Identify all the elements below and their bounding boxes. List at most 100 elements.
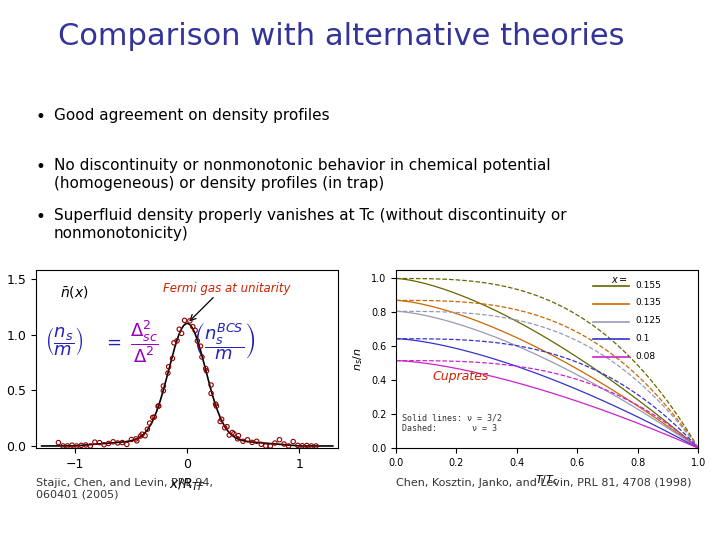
Point xyxy=(184,316,196,325)
Point xyxy=(200,364,212,373)
Point xyxy=(187,322,199,331)
Point xyxy=(131,436,143,445)
Point xyxy=(297,441,308,450)
Text: 0.125: 0.125 xyxy=(635,316,661,325)
Text: Good agreement on density profiles: Good agreement on density profiles xyxy=(54,108,330,123)
Text: Superfluid density properly vanishes at Tc (without discontinuity or
nonmonotoni: Superfluid density properly vanishes at … xyxy=(54,208,567,241)
Point xyxy=(292,441,304,450)
Text: No discontinuity or nonmonotonic behavior in chemical potential
(homogeneous) or: No discontinuity or nonmonotonic behavio… xyxy=(54,158,551,191)
Point xyxy=(158,382,169,390)
Point xyxy=(210,400,221,408)
Text: Fermi gas at unitarity: Fermi gas at unitarity xyxy=(163,282,290,295)
Point xyxy=(163,362,174,371)
Point xyxy=(66,441,78,449)
Text: $\bar{n}(x)$: $\bar{n}(x)$ xyxy=(60,284,89,300)
Point xyxy=(228,429,240,438)
Text: $\dfrac{\Delta^2_{sc}}{\Delta^2}$: $\dfrac{\Delta^2_{sc}}{\Delta^2}$ xyxy=(130,318,158,365)
Point xyxy=(76,441,87,450)
Point xyxy=(144,418,156,427)
Point xyxy=(256,440,267,449)
X-axis label: $x/R_{TF}$: $x/R_{TF}$ xyxy=(169,476,205,493)
Point xyxy=(176,329,187,338)
Point xyxy=(194,342,206,350)
Text: Chen, Kosztin, Janko, and Levin, PRL 81, 4708 (1998): Chen, Kosztin, Janko, and Levin, PRL 81,… xyxy=(396,478,691,488)
Point xyxy=(167,354,179,363)
Point xyxy=(152,402,163,410)
Point xyxy=(310,442,322,450)
Text: Stajic, Chen, and Levin, PRL 94,
060401 (2005): Stajic, Chen, and Levin, PRL 94, 060401 … xyxy=(36,478,213,500)
Point xyxy=(94,438,105,447)
Text: $=$: $=$ xyxy=(102,332,121,350)
Text: $\left(\dfrac{n_s}{m}\right)$: $\left(\dfrac{n_s}{m}\right)$ xyxy=(45,325,84,358)
Text: $x =$: $x =$ xyxy=(611,275,628,285)
Point xyxy=(98,441,109,449)
Point xyxy=(301,441,312,450)
Point xyxy=(179,316,190,325)
Point xyxy=(121,440,132,449)
Point xyxy=(192,336,203,345)
Point xyxy=(112,438,123,447)
Point xyxy=(126,435,138,444)
Point xyxy=(221,422,233,431)
Text: 0.155: 0.155 xyxy=(635,281,661,289)
Text: Solid lines: ν = 3/2
Dashed:       ν = 3: Solid lines: ν = 3/2 Dashed: ν = 3 xyxy=(402,414,502,433)
Text: 0.135: 0.135 xyxy=(635,299,661,307)
Point xyxy=(130,435,142,443)
X-axis label: $T/T_c$: $T/T_c$ xyxy=(536,474,559,487)
Point xyxy=(227,428,238,437)
Point xyxy=(140,431,151,440)
Point xyxy=(117,438,128,447)
Point xyxy=(246,438,258,447)
Point xyxy=(283,442,294,450)
Point xyxy=(107,437,119,446)
Point xyxy=(211,402,222,410)
Point xyxy=(103,439,114,448)
Point xyxy=(205,389,217,398)
Point xyxy=(147,413,158,422)
Point xyxy=(162,369,174,377)
Point xyxy=(168,339,180,347)
Point xyxy=(269,438,281,447)
Point xyxy=(62,442,73,450)
Point xyxy=(84,442,96,450)
Text: •: • xyxy=(36,208,46,226)
Point xyxy=(80,441,91,449)
Point xyxy=(71,442,82,450)
Y-axis label: $n_s/n$: $n_s/n$ xyxy=(351,347,365,371)
Text: $\left(\dfrac{n_s^{BCS}}{m}\right)$: $\left(\dfrac{n_s^{BCS}}{m}\right)$ xyxy=(193,321,256,362)
Point xyxy=(260,442,271,450)
Text: Cuprates: Cuprates xyxy=(432,370,489,383)
Point xyxy=(89,438,101,447)
Text: •: • xyxy=(36,158,46,176)
Point xyxy=(287,437,299,446)
Point xyxy=(153,402,165,410)
Point xyxy=(158,387,169,395)
Point xyxy=(274,435,285,444)
Point xyxy=(136,430,148,438)
Point xyxy=(135,432,146,441)
Point xyxy=(233,431,244,440)
Point xyxy=(174,325,185,334)
Point xyxy=(237,437,248,445)
Point xyxy=(219,423,230,432)
Point xyxy=(279,440,290,448)
Point xyxy=(232,435,243,443)
Point xyxy=(148,413,160,421)
Point xyxy=(142,425,153,434)
Point xyxy=(205,381,217,389)
Point xyxy=(251,437,263,445)
Text: 0.08: 0.08 xyxy=(635,352,655,361)
Text: Comparison with alternative theories: Comparison with alternative theories xyxy=(58,22,624,51)
Point xyxy=(189,326,201,335)
Point xyxy=(201,367,212,375)
Point xyxy=(57,442,68,450)
Point xyxy=(242,435,253,444)
Point xyxy=(306,442,318,450)
Point xyxy=(171,336,183,345)
Point xyxy=(53,438,64,447)
Text: 0.1: 0.1 xyxy=(635,334,649,343)
Text: •: • xyxy=(36,108,46,126)
Point xyxy=(223,431,235,440)
Point xyxy=(215,417,226,426)
Point xyxy=(196,353,207,361)
